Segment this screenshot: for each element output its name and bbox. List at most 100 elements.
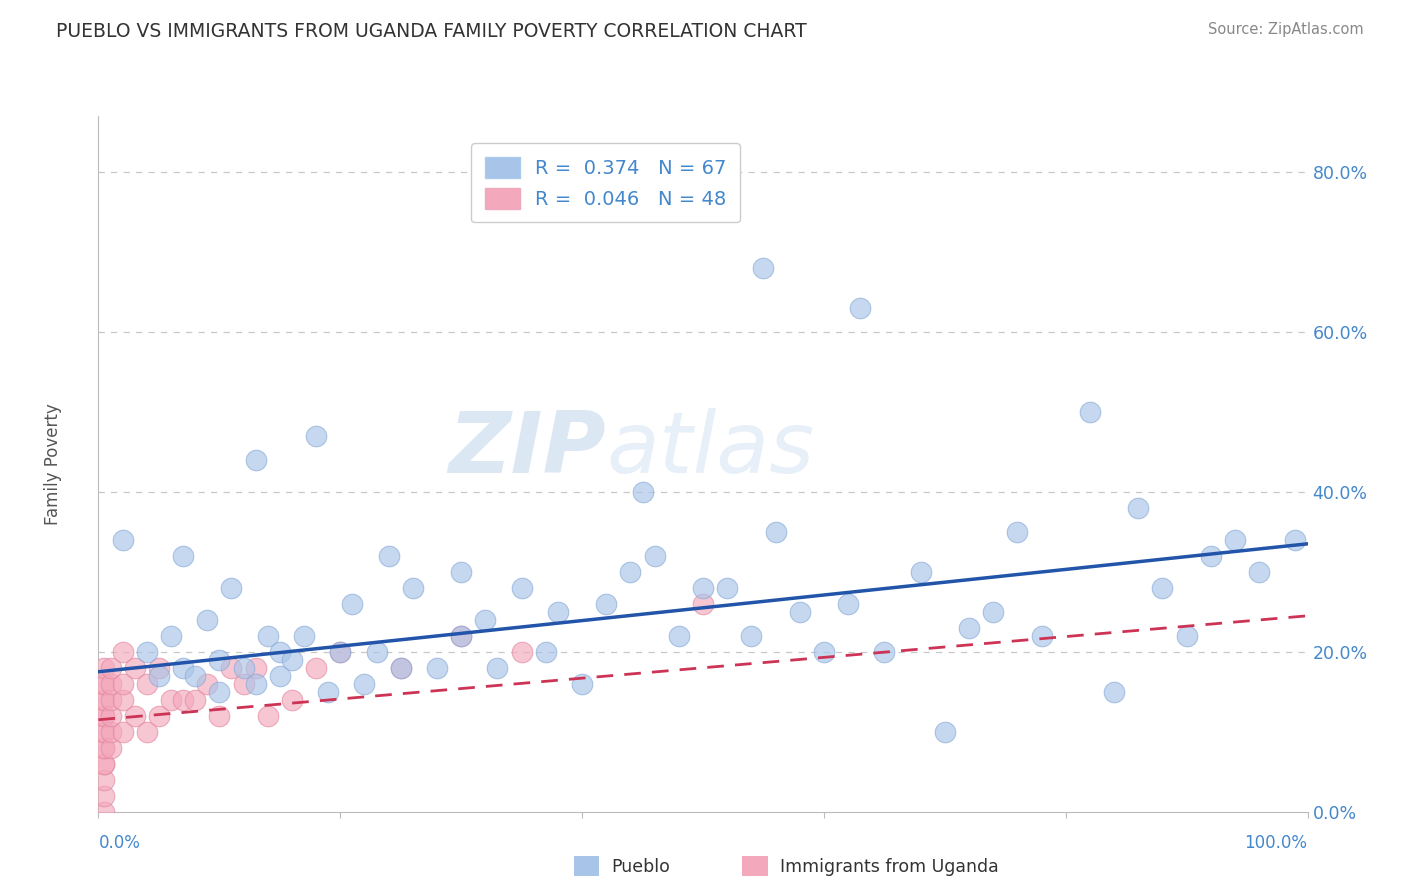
Point bbox=[281, 653, 304, 667]
Point bbox=[256, 629, 278, 643]
Point bbox=[111, 533, 134, 547]
Point bbox=[93, 661, 115, 675]
Point bbox=[981, 605, 1004, 619]
Point bbox=[389, 661, 412, 675]
Point bbox=[1175, 629, 1198, 643]
Text: PUEBLO VS IMMIGRANTS FROM UGANDA FAMILY POVERTY CORRELATION CHART: PUEBLO VS IMMIGRANTS FROM UGANDA FAMILY … bbox=[56, 22, 807, 41]
Point bbox=[716, 581, 738, 595]
Point bbox=[160, 629, 183, 643]
Point bbox=[1199, 549, 1222, 563]
Point bbox=[184, 669, 207, 683]
Point bbox=[305, 429, 328, 443]
Point bbox=[100, 740, 122, 755]
Point bbox=[135, 724, 157, 739]
Point bbox=[1078, 405, 1101, 419]
Point bbox=[1102, 685, 1125, 699]
Point bbox=[93, 677, 115, 691]
Point bbox=[111, 692, 134, 706]
Point bbox=[100, 661, 122, 675]
Point bbox=[148, 708, 170, 723]
Point bbox=[160, 692, 183, 706]
Point bbox=[100, 677, 122, 691]
Point bbox=[208, 653, 231, 667]
Point bbox=[1128, 500, 1150, 515]
Point bbox=[221, 581, 243, 595]
Point bbox=[571, 677, 593, 691]
Point bbox=[402, 581, 425, 595]
Point bbox=[100, 708, 122, 723]
Point bbox=[281, 692, 304, 706]
Point bbox=[93, 708, 115, 723]
Point bbox=[619, 565, 641, 579]
Text: Source: ZipAtlas.com: Source: ZipAtlas.com bbox=[1208, 22, 1364, 37]
Point bbox=[644, 549, 666, 563]
Point bbox=[450, 565, 472, 579]
Point bbox=[93, 724, 115, 739]
Point bbox=[245, 677, 267, 691]
Point bbox=[93, 692, 115, 706]
Point bbox=[837, 597, 859, 611]
Point bbox=[93, 724, 115, 739]
Point bbox=[124, 661, 146, 675]
Point bbox=[389, 661, 412, 675]
Text: Pueblo: Pueblo bbox=[612, 858, 671, 876]
Point bbox=[93, 789, 115, 803]
Point bbox=[668, 629, 690, 643]
Point bbox=[93, 677, 115, 691]
Point bbox=[1007, 524, 1029, 539]
Point bbox=[873, 645, 896, 659]
Point bbox=[1152, 581, 1174, 595]
Point bbox=[534, 645, 557, 659]
Point bbox=[208, 685, 231, 699]
Point bbox=[692, 581, 714, 595]
Point bbox=[631, 484, 654, 499]
Point bbox=[849, 301, 872, 315]
Point bbox=[232, 677, 254, 691]
Point bbox=[172, 661, 194, 675]
Point bbox=[100, 724, 122, 739]
Point bbox=[93, 756, 115, 771]
Point bbox=[789, 605, 811, 619]
Point bbox=[245, 453, 267, 467]
Point bbox=[100, 692, 122, 706]
Point bbox=[752, 260, 775, 275]
Point bbox=[692, 597, 714, 611]
Point bbox=[450, 629, 472, 643]
Point bbox=[269, 645, 291, 659]
Point bbox=[1031, 629, 1053, 643]
Point bbox=[269, 669, 291, 683]
Point bbox=[329, 645, 352, 659]
Point bbox=[93, 756, 115, 771]
Point bbox=[957, 621, 980, 635]
Point bbox=[765, 524, 787, 539]
Point bbox=[305, 661, 328, 675]
Point bbox=[208, 708, 231, 723]
Point bbox=[93, 692, 115, 706]
Y-axis label: Family Poverty: Family Poverty bbox=[44, 403, 62, 524]
Text: 100.0%: 100.0% bbox=[1244, 834, 1308, 852]
Point bbox=[195, 677, 218, 691]
Point bbox=[93, 740, 115, 755]
Point bbox=[813, 645, 835, 659]
Point bbox=[135, 645, 157, 659]
Point bbox=[172, 549, 194, 563]
Point bbox=[111, 724, 134, 739]
Point bbox=[474, 613, 496, 627]
Point bbox=[111, 645, 134, 659]
Point bbox=[366, 645, 388, 659]
Point bbox=[148, 661, 170, 675]
Point bbox=[135, 677, 157, 691]
Point bbox=[934, 724, 956, 739]
Point bbox=[93, 740, 115, 755]
Text: ZIP: ZIP bbox=[449, 409, 606, 491]
Point bbox=[450, 629, 472, 643]
Point bbox=[316, 685, 339, 699]
Point bbox=[547, 605, 569, 619]
Text: Immigrants from Uganda: Immigrants from Uganda bbox=[780, 858, 1000, 876]
Point bbox=[111, 677, 134, 691]
Text: atlas: atlas bbox=[606, 409, 814, 491]
Point bbox=[329, 645, 352, 659]
Point bbox=[93, 805, 115, 819]
Point bbox=[595, 597, 617, 611]
Point bbox=[232, 661, 254, 675]
